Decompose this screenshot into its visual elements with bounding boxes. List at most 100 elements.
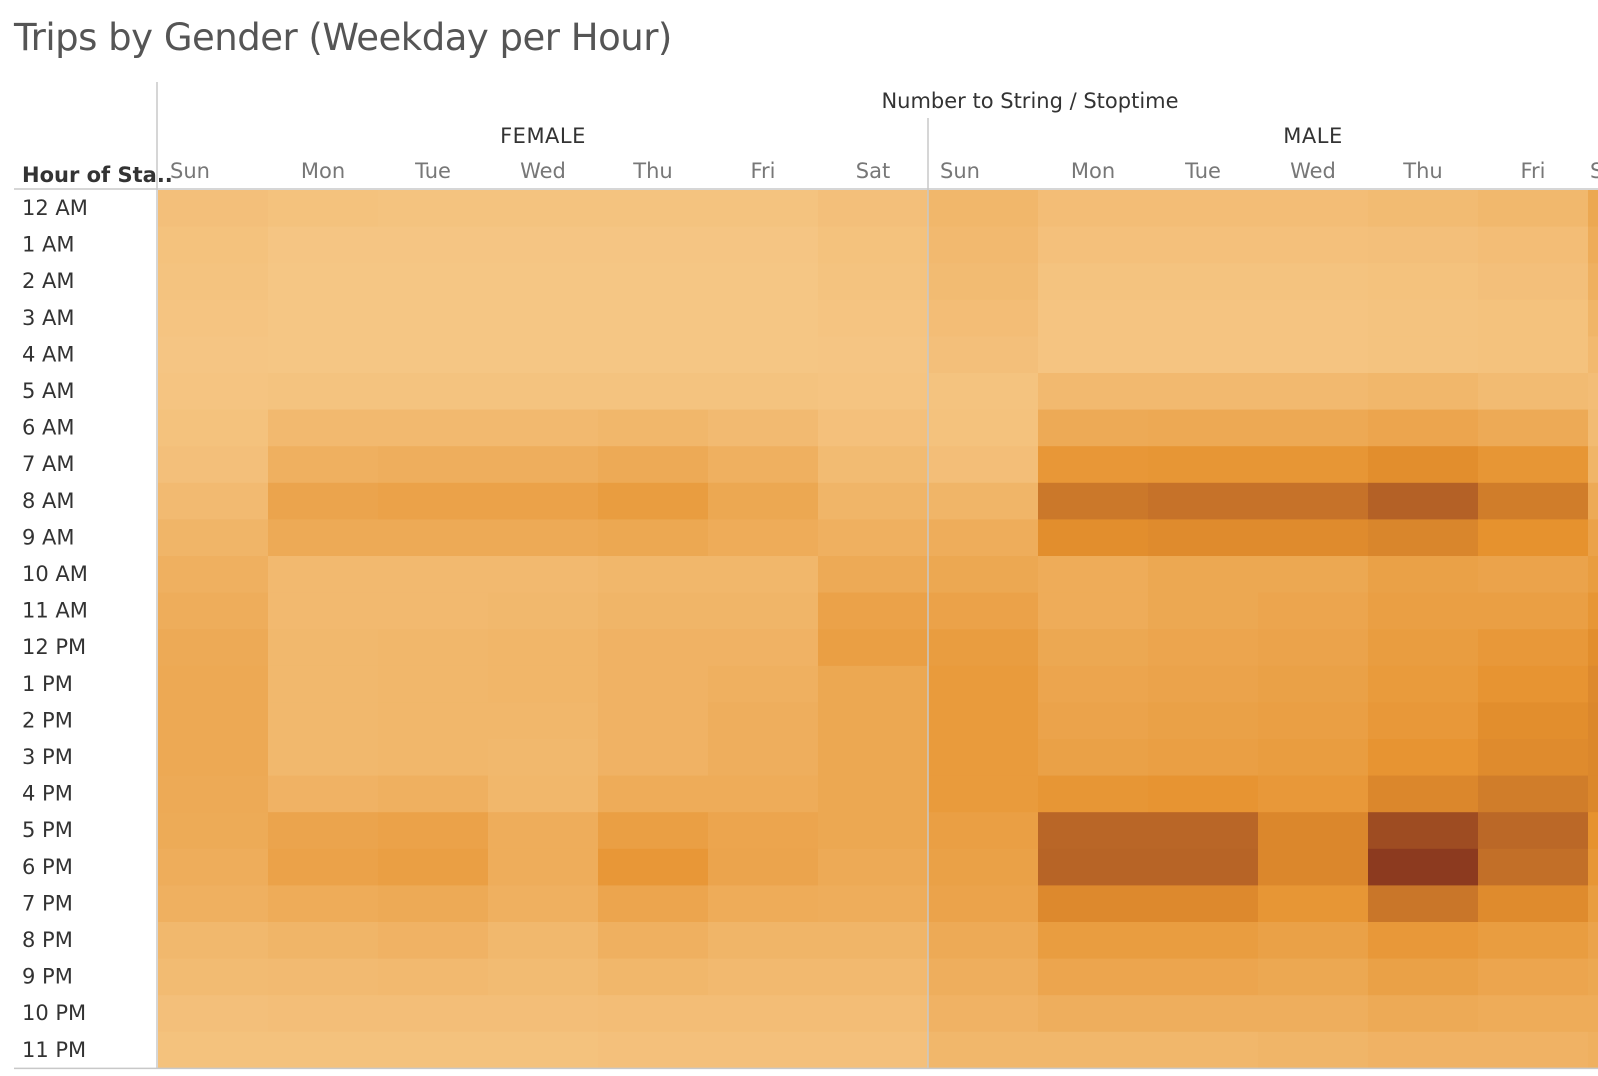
cell-male-mon-7am[interactable] bbox=[1038, 446, 1148, 484]
cell-female-mon-1am[interactable] bbox=[268, 226, 378, 264]
cell-female-sat-2am[interactable] bbox=[818, 263, 928, 301]
cell-female-sun-9pm[interactable] bbox=[158, 958, 268, 996]
cell-male-sun-10am[interactable] bbox=[928, 556, 1038, 594]
cell-female-tue-1pm[interactable] bbox=[378, 665, 488, 703]
cell-female-fri-2am[interactable] bbox=[708, 263, 818, 301]
cell-male-mon-12am[interactable] bbox=[1038, 190, 1148, 228]
cell-male-thu-10pm[interactable] bbox=[1368, 995, 1478, 1033]
cell-female-mon-9pm[interactable] bbox=[268, 958, 378, 996]
cell-male-wed-12pm[interactable] bbox=[1258, 629, 1368, 667]
cell-male-sa-11pm[interactable] bbox=[1588, 1031, 1598, 1069]
cell-female-tue-3am[interactable] bbox=[378, 299, 488, 337]
cell-male-thu-11am[interactable] bbox=[1368, 592, 1478, 630]
cell-female-sun-12am[interactable] bbox=[158, 190, 268, 228]
cell-male-mon-5pm[interactable] bbox=[1038, 812, 1148, 850]
cell-male-mon-10am[interactable] bbox=[1038, 556, 1148, 594]
cell-female-thu-1pm[interactable] bbox=[598, 665, 708, 703]
cell-female-fri-2pm[interactable] bbox=[708, 702, 818, 740]
cell-female-wed-10pm[interactable] bbox=[488, 995, 598, 1033]
cell-female-fri-3am[interactable] bbox=[708, 299, 818, 337]
cell-female-sun-7pm[interactable] bbox=[158, 885, 268, 923]
cell-male-sa-10pm[interactable] bbox=[1588, 995, 1598, 1033]
cell-male-fri-7pm[interactable] bbox=[1478, 885, 1588, 923]
cell-male-sun-11pm[interactable] bbox=[928, 1031, 1038, 1069]
cell-female-wed-7pm[interactable] bbox=[488, 885, 598, 923]
cell-male-sun-6am[interactable] bbox=[928, 409, 1038, 447]
cell-female-sun-5am[interactable] bbox=[158, 373, 268, 411]
cell-female-fri-12pm[interactable] bbox=[708, 629, 818, 667]
cell-female-tue-7pm[interactable] bbox=[378, 885, 488, 923]
cell-female-sat-7pm[interactable] bbox=[818, 885, 928, 923]
cell-male-sun-3am[interactable] bbox=[928, 299, 1038, 337]
cell-female-thu-6am[interactable] bbox=[598, 409, 708, 447]
cell-female-fri-7pm[interactable] bbox=[708, 885, 818, 923]
cell-female-fri-10am[interactable] bbox=[708, 556, 818, 594]
cell-male-fri-7am[interactable] bbox=[1478, 446, 1588, 484]
cell-male-tue-12am[interactable] bbox=[1148, 190, 1258, 228]
cell-female-fri-10pm[interactable] bbox=[708, 995, 818, 1033]
cell-female-thu-9am[interactable] bbox=[598, 519, 708, 557]
cell-female-tue-12pm[interactable] bbox=[378, 629, 488, 667]
cell-female-thu-4am[interactable] bbox=[598, 336, 708, 374]
cell-female-fri-11pm[interactable] bbox=[708, 1031, 818, 1069]
cell-male-thu-1am[interactable] bbox=[1368, 226, 1478, 264]
cell-male-sun-5pm[interactable] bbox=[928, 812, 1038, 850]
cell-female-sat-6pm[interactable] bbox=[818, 848, 928, 886]
cell-female-fri-12am[interactable] bbox=[708, 190, 818, 228]
cell-female-tue-2am[interactable] bbox=[378, 263, 488, 301]
cell-male-tue-1pm[interactable] bbox=[1148, 665, 1258, 703]
cell-male-mon-1pm[interactable] bbox=[1038, 665, 1148, 703]
cell-male-tue-5am[interactable] bbox=[1148, 373, 1258, 411]
cell-male-sun-12pm[interactable] bbox=[928, 629, 1038, 667]
cell-female-sun-11am[interactable] bbox=[158, 592, 268, 630]
cell-female-fri-8pm[interactable] bbox=[708, 922, 818, 960]
cell-male-tue-8pm[interactable] bbox=[1148, 922, 1258, 960]
cell-male-tue-5pm[interactable] bbox=[1148, 812, 1258, 850]
cell-male-sa-2pm[interactable] bbox=[1588, 702, 1598, 740]
cell-male-fri-10am[interactable] bbox=[1478, 556, 1588, 594]
cell-female-sat-11am[interactable] bbox=[818, 592, 928, 630]
cell-male-wed-6pm[interactable] bbox=[1258, 848, 1368, 886]
cell-female-sat-1am[interactable] bbox=[818, 226, 928, 264]
cell-male-fri-4am[interactable] bbox=[1478, 336, 1588, 374]
cell-female-sat-12am[interactable] bbox=[818, 190, 928, 228]
cell-female-tue-6am[interactable] bbox=[378, 409, 488, 447]
cell-female-sat-11pm[interactable] bbox=[818, 1031, 928, 1069]
cell-female-tue-12am[interactable] bbox=[378, 190, 488, 228]
cell-male-tue-2pm[interactable] bbox=[1148, 702, 1258, 740]
cell-female-mon-4pm[interactable] bbox=[268, 775, 378, 813]
cell-male-thu-9pm[interactable] bbox=[1368, 958, 1478, 996]
cell-male-sun-9pm[interactable] bbox=[928, 958, 1038, 996]
cell-male-thu-11pm[interactable] bbox=[1368, 1031, 1478, 1069]
cell-male-wed-4pm[interactable] bbox=[1258, 775, 1368, 813]
cell-male-tue-12pm[interactable] bbox=[1148, 629, 1258, 667]
cell-male-mon-1am[interactable] bbox=[1038, 226, 1148, 264]
cell-female-tue-11am[interactable] bbox=[378, 592, 488, 630]
cell-female-sun-7am[interactable] bbox=[158, 446, 268, 484]
cell-male-mon-4pm[interactable] bbox=[1038, 775, 1148, 813]
cell-female-wed-9am[interactable] bbox=[488, 519, 598, 557]
cell-male-sa-7am[interactable] bbox=[1588, 446, 1598, 484]
cell-female-sun-8pm[interactable] bbox=[158, 922, 268, 960]
cell-female-wed-7am[interactable] bbox=[488, 446, 598, 484]
cell-female-fri-6pm[interactable] bbox=[708, 848, 818, 886]
cell-male-mon-9am[interactable] bbox=[1038, 519, 1148, 557]
cell-male-tue-9pm[interactable] bbox=[1148, 958, 1258, 996]
cell-male-tue-10am[interactable] bbox=[1148, 556, 1258, 594]
cell-male-thu-5am[interactable] bbox=[1368, 373, 1478, 411]
cell-female-wed-3pm[interactable] bbox=[488, 739, 598, 777]
cell-female-tue-10pm[interactable] bbox=[378, 995, 488, 1033]
cell-female-wed-11pm[interactable] bbox=[488, 1031, 598, 1069]
cell-female-sat-3pm[interactable] bbox=[818, 739, 928, 777]
cell-male-fri-1pm[interactable] bbox=[1478, 665, 1588, 703]
cell-male-fri-8am[interactable] bbox=[1478, 482, 1588, 520]
cell-female-mon-12am[interactable] bbox=[268, 190, 378, 228]
cell-female-wed-5am[interactable] bbox=[488, 373, 598, 411]
cell-female-thu-11pm[interactable] bbox=[598, 1031, 708, 1069]
cell-female-sun-3pm[interactable] bbox=[158, 739, 268, 777]
cell-female-wed-6pm[interactable] bbox=[488, 848, 598, 886]
cell-male-wed-11pm[interactable] bbox=[1258, 1031, 1368, 1069]
cell-male-sun-7am[interactable] bbox=[928, 446, 1038, 484]
cell-male-sun-2am[interactable] bbox=[928, 263, 1038, 301]
cell-male-sa-1pm[interactable] bbox=[1588, 665, 1598, 703]
